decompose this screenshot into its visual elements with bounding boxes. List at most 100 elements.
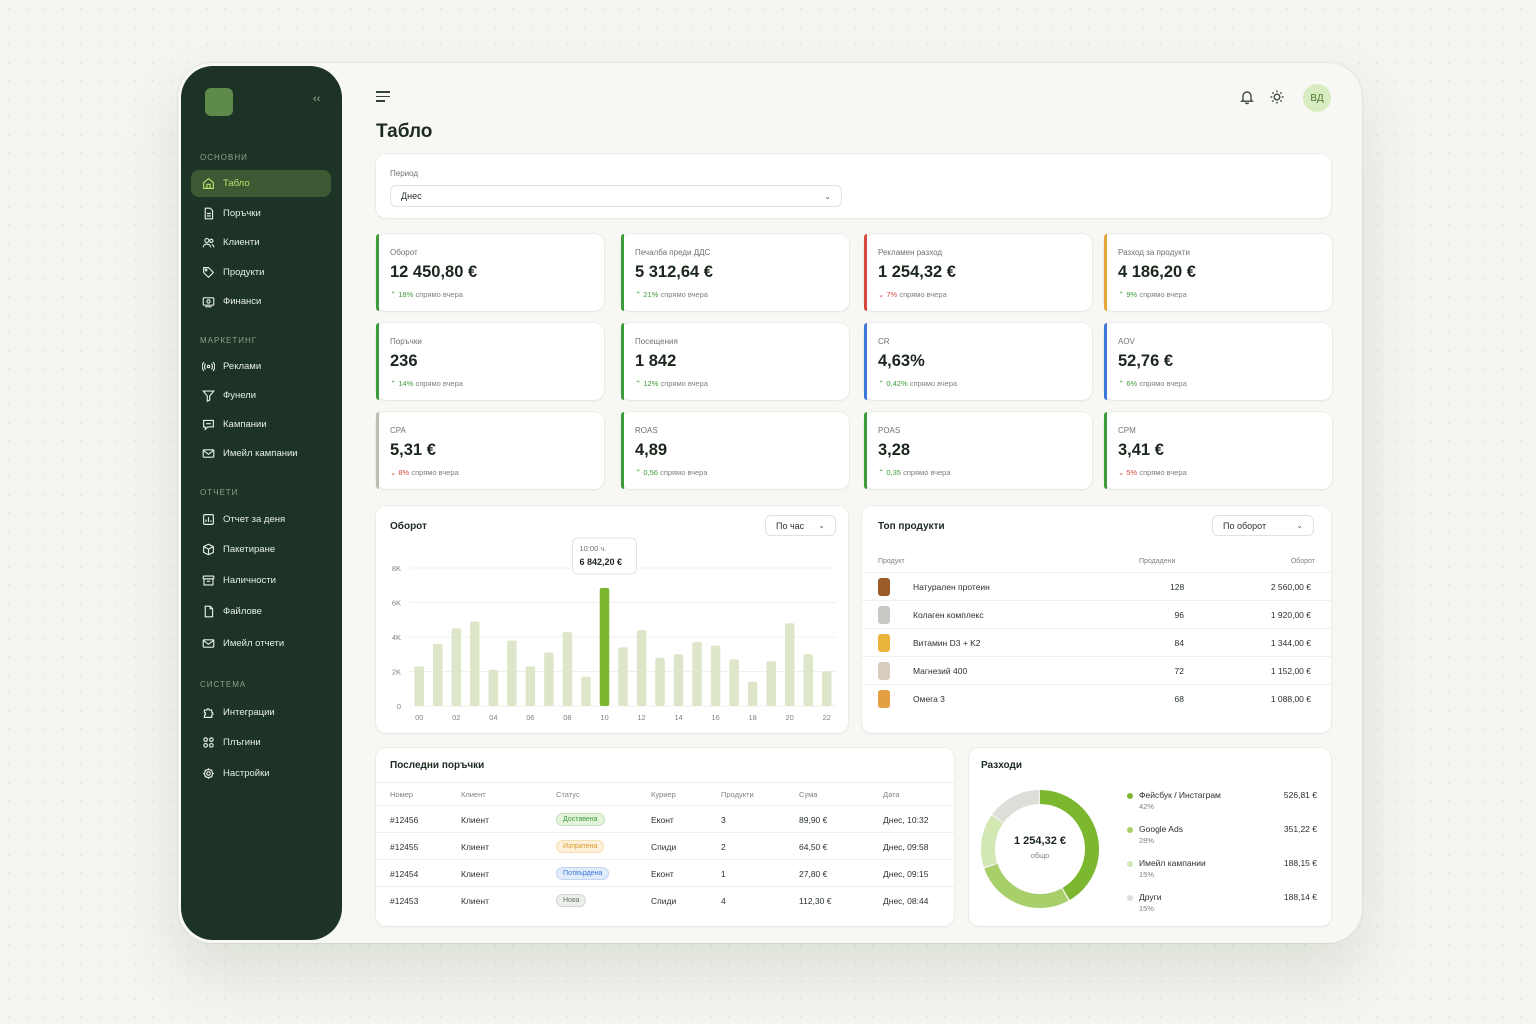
sidebar-item[interactable]: Фунели: [191, 382, 331, 409]
bar[interactable]: [507, 640, 517, 706]
collapse-sidebar-icon[interactable]: ‹‹: [313, 93, 321, 105]
sidebar-item[interactable]: Настройки: [191, 760, 331, 787]
legend-percent: 28%: [1139, 836, 1155, 845]
table-row[interactable]: #12456 Клиент Доставена Еконт 3 89,90 € Днес, …: [376, 805, 954, 832]
sun-icon[interactable]: [1269, 89, 1287, 107]
kpi-label: Печалба преди ДДС: [635, 248, 711, 257]
product-row[interactable]: Колаген комплекс 96 1 920,00 €: [862, 600, 1331, 628]
kpi-card[interactable]: Посещения 1 842 ⌃ 12% спрямо вчера: [621, 323, 849, 400]
kpi-card[interactable]: POAS 3,28 ⌃ 0,35 спрямо вчера: [864, 412, 1092, 489]
legend-amount: 526,81 €: [1283, 790, 1317, 800]
bar[interactable]: [803, 654, 813, 706]
donut-slice[interactable]: [981, 790, 1099, 908]
sidebar-item[interactable]: Клиенти: [191, 229, 331, 256]
sidebar-item[interactable]: Поръчки: [191, 200, 331, 227]
bar[interactable]: [562, 631, 573, 706]
sidebar-item[interactable]: Плъгини: [191, 729, 331, 756]
table-row[interactable]: #12454 Клиент Потвърдена Еконт 1 27,80 € Днес,…: [376, 859, 954, 886]
order-id[interactable]: #12455: [390, 842, 419, 852]
bar[interactable]: [821, 671, 832, 707]
bell-icon[interactable]: [1239, 89, 1257, 107]
bar[interactable]: [766, 661, 776, 706]
kpi-card[interactable]: CPA 5,31 € ⌄ 8% спрямо вчера: [376, 412, 604, 489]
bar[interactable]: [636, 630, 647, 706]
bar[interactable]: [525, 666, 536, 706]
sidebar-item[interactable]: Имейл отчети: [191, 630, 331, 657]
sidebar-item[interactable]: Интеграции: [191, 699, 331, 726]
bar[interactable]: [544, 652, 554, 706]
sidebar-item[interactable]: Продукти: [191, 259, 331, 286]
bar[interactable]: [784, 623, 795, 706]
app-window: ‹‹ ОСНОВНИ Табло Поръчки Клиенти Продукти Фин…: [178, 63, 1362, 943]
donut-slice[interactable]: [981, 790, 1099, 908]
kpi-delta: ⌄ 5% спрямо вчера: [1118, 468, 1187, 477]
kpi-delta-suffix: спрямо вчера: [411, 468, 459, 477]
sidebar-item-label: Поръчки: [223, 208, 261, 219]
bar[interactable]: [729, 659, 739, 706]
top-products-title: Топ продукти: [878, 521, 945, 532]
bar-highlighted[interactable]: [599, 587, 610, 706]
kpi-delta: ⌃ 21% спрямо вчера: [635, 290, 708, 299]
bar[interactable]: [692, 642, 702, 706]
legend-name: Имейл кампании: [1139, 858, 1206, 868]
kpi-card[interactable]: CPM 3,41 € ⌄ 5% спрямо вчера: [1104, 412, 1332, 489]
sidebar-item[interactable]: Наличности: [191, 567, 331, 594]
kpi-card[interactable]: Оборот 12 450,80 € ⌃ 18% спрямо вчера: [376, 234, 604, 311]
kpi-card[interactable]: Рекламен разход 1 254,32 € ⌄ 7% спрямо вче…: [864, 234, 1092, 311]
order-id[interactable]: #12454: [390, 869, 419, 879]
product-row[interactable]: Витамин D3 + K2 84 1 344,00 €: [862, 628, 1331, 656]
bar[interactable]: [451, 628, 462, 706]
sidebar-item[interactable]: Финанси: [191, 288, 331, 315]
kpi-card[interactable]: ROAS 4,89 ⌃ 0,56 спрямо вчера: [621, 412, 849, 489]
sidebar-item[interactable]: Кампании: [191, 411, 331, 438]
legend-amount: 188,15 €: [1283, 858, 1317, 868]
kpi-delta-value: 18%: [398, 290, 414, 299]
sidebar-item[interactable]: Имейл кампании: [191, 440, 331, 467]
kpi-delta-suffix: спрямо вчера: [415, 290, 463, 299]
bar[interactable]: [488, 669, 499, 706]
y-tick-label: 8K: [392, 564, 401, 573]
bar[interactable]: [673, 654, 684, 706]
logo[interactable]: [205, 88, 233, 116]
bar[interactable]: [581, 676, 591, 706]
kpi-card[interactable]: AOV 52,76 € ⌃ 6% спрямо вчера: [1104, 323, 1332, 400]
bar[interactable]: [747, 681, 758, 706]
sidebar-item[interactable]: Файлове: [191, 598, 331, 625]
bar[interactable]: [433, 643, 443, 706]
bar[interactable]: [655, 657, 665, 706]
donut-slice[interactable]: [981, 790, 1099, 908]
sidebar-item[interactable]: Реклами: [191, 353, 331, 380]
product-name: Колаген комплекс: [913, 610, 984, 620]
kpi-card[interactable]: Разход за продукти 4 186,20 € ⌃ 9% спрямо …: [1104, 234, 1332, 311]
chevron-down-icon: ⌄: [818, 521, 825, 530]
expenses-total-label: общо: [1030, 851, 1050, 860]
product-row[interactable]: Натурален протеин 128 2 560,00 €: [862, 572, 1331, 600]
order-id[interactable]: #12453: [390, 896, 419, 906]
kpi-card[interactable]: Печалба преди ДДС 5 312,64 € ⌃ 21% спрямо …: [621, 234, 849, 311]
period-select[interactable]: Днес ⌄: [390, 185, 842, 207]
sidebar-item[interactable]: Табло: [191, 170, 331, 197]
menu-icon[interactable]: [376, 91, 390, 105]
sidebar-item[interactable]: Отчет за деня: [191, 506, 331, 533]
table-row[interactable]: #12453 Клиент Нова Спиди 4 112,30 € Днес, 08:4…: [376, 886, 954, 913]
puzzle-icon: [201, 706, 215, 720]
product-thumbnail: [878, 634, 890, 652]
product-revenue: 1 152,00 €: [1270, 666, 1311, 676]
product-revenue: 1 088,00 €: [1270, 694, 1311, 704]
kpi-card[interactable]: Поръчки 236 ⌃ 14% спрямо вчера: [376, 323, 604, 400]
bar[interactable]: [710, 645, 721, 706]
top-products-sort-select[interactable]: По оборот ⌄: [1212, 515, 1314, 536]
table-row[interactable]: #12455 Клиент Изпратена Спиди 2 64,50 € Днес, …: [376, 832, 954, 859]
kpi-value: 1 842: [635, 352, 677, 370]
bar[interactable]: [618, 647, 628, 706]
kpi-card[interactable]: CR 4,63% ⌃ 0,42% спрямо вчера: [864, 323, 1092, 400]
bar[interactable]: [414, 666, 425, 706]
sidebar-item[interactable]: Пакетиране: [191, 536, 331, 563]
bar[interactable]: [470, 621, 480, 706]
product-name: Натурален протеин: [913, 582, 990, 592]
order-id[interactable]: #12456: [390, 815, 419, 825]
avatar[interactable]: ВД: [1303, 84, 1331, 112]
revenue-granularity-select[interactable]: По час ⌄: [765, 515, 836, 536]
product-row[interactable]: Омега 3 68 1 088,00 €: [862, 684, 1331, 712]
product-row[interactable]: Магнезий 400 72 1 152,00 €: [862, 656, 1331, 684]
